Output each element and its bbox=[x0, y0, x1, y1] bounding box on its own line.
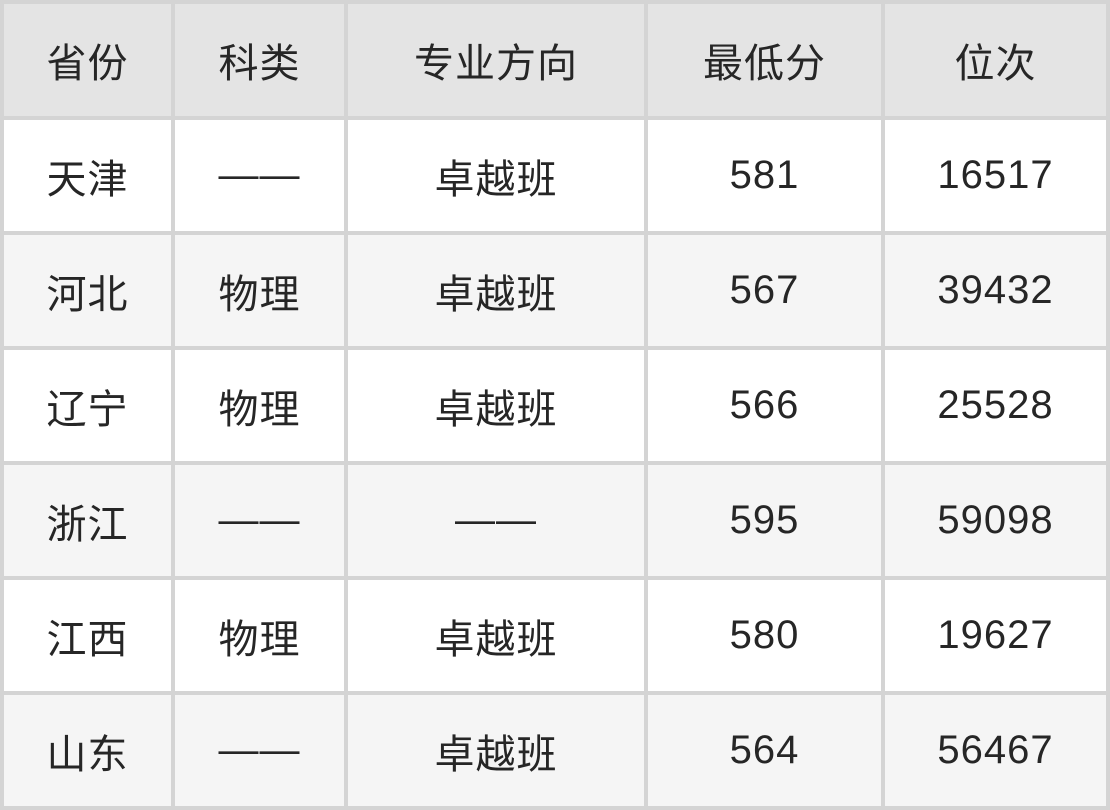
cell-province: 江西 bbox=[0, 580, 175, 695]
column-header-min-score: 最低分 bbox=[648, 0, 885, 120]
cell-subject: 物理 bbox=[175, 235, 348, 350]
cell-min_score: 581 bbox=[648, 120, 885, 235]
cell-subject: —— bbox=[175, 695, 348, 810]
cell-subject: 物理 bbox=[175, 350, 348, 465]
cell-rank: 39432 bbox=[885, 235, 1110, 350]
cell-min_score: 567 bbox=[648, 235, 885, 350]
cell-major: 卓越班 bbox=[348, 580, 648, 695]
cell-rank: 59098 bbox=[885, 465, 1110, 580]
column-header-rank: 位次 bbox=[885, 0, 1110, 120]
cell-min_score: 564 bbox=[648, 695, 885, 810]
cell-major: —— bbox=[348, 465, 648, 580]
cell-rank: 19627 bbox=[885, 580, 1110, 695]
cell-province: 辽宁 bbox=[0, 350, 175, 465]
cell-min_score: 566 bbox=[648, 350, 885, 465]
table-row: 辽宁 物理 卓越班 566 25528 bbox=[0, 350, 1110, 465]
cell-subject: —— bbox=[175, 120, 348, 235]
cell-subject: —— bbox=[175, 465, 348, 580]
cell-min_score: 595 bbox=[648, 465, 885, 580]
cell-rank: 56467 bbox=[885, 695, 1110, 810]
cell-rank: 25528 bbox=[885, 350, 1110, 465]
table-row: 山东 —— 卓越班 564 56467 bbox=[0, 695, 1110, 810]
table-header-row: 省份 科类 专业方向 最低分 位次 bbox=[0, 0, 1110, 120]
table-row: 江西 物理 卓越班 580 19627 bbox=[0, 580, 1110, 695]
cell-major: 卓越班 bbox=[348, 350, 648, 465]
table-row: 天津 —— 卓越班 581 16517 bbox=[0, 120, 1110, 235]
cell-province: 天津 bbox=[0, 120, 175, 235]
cell-major: 卓越班 bbox=[348, 695, 648, 810]
cell-subject: 物理 bbox=[175, 580, 348, 695]
column-header-subject: 科类 bbox=[175, 0, 348, 120]
table-row: 浙江 —— —— 595 59098 bbox=[0, 465, 1110, 580]
cell-major: 卓越班 bbox=[348, 120, 648, 235]
column-header-province: 省份 bbox=[0, 0, 175, 120]
table-body: 天津 —— 卓越班 581 16517 河北 物理 卓越班 567 39432 辽宁 物理 卓越班 566… bbox=[0, 120, 1110, 810]
cell-province: 河北 bbox=[0, 235, 175, 350]
cell-rank: 16517 bbox=[885, 120, 1110, 235]
table-header: 省份 科类 专业方向 最低分 位次 bbox=[0, 0, 1110, 120]
cell-min_score: 580 bbox=[648, 580, 885, 695]
table-row: 河北 物理 卓越班 567 39432 bbox=[0, 235, 1110, 350]
cell-major: 卓越班 bbox=[348, 235, 648, 350]
cell-province: 山东 bbox=[0, 695, 175, 810]
cell-province: 浙江 bbox=[0, 465, 175, 580]
column-header-major: 专业方向 bbox=[348, 0, 648, 120]
